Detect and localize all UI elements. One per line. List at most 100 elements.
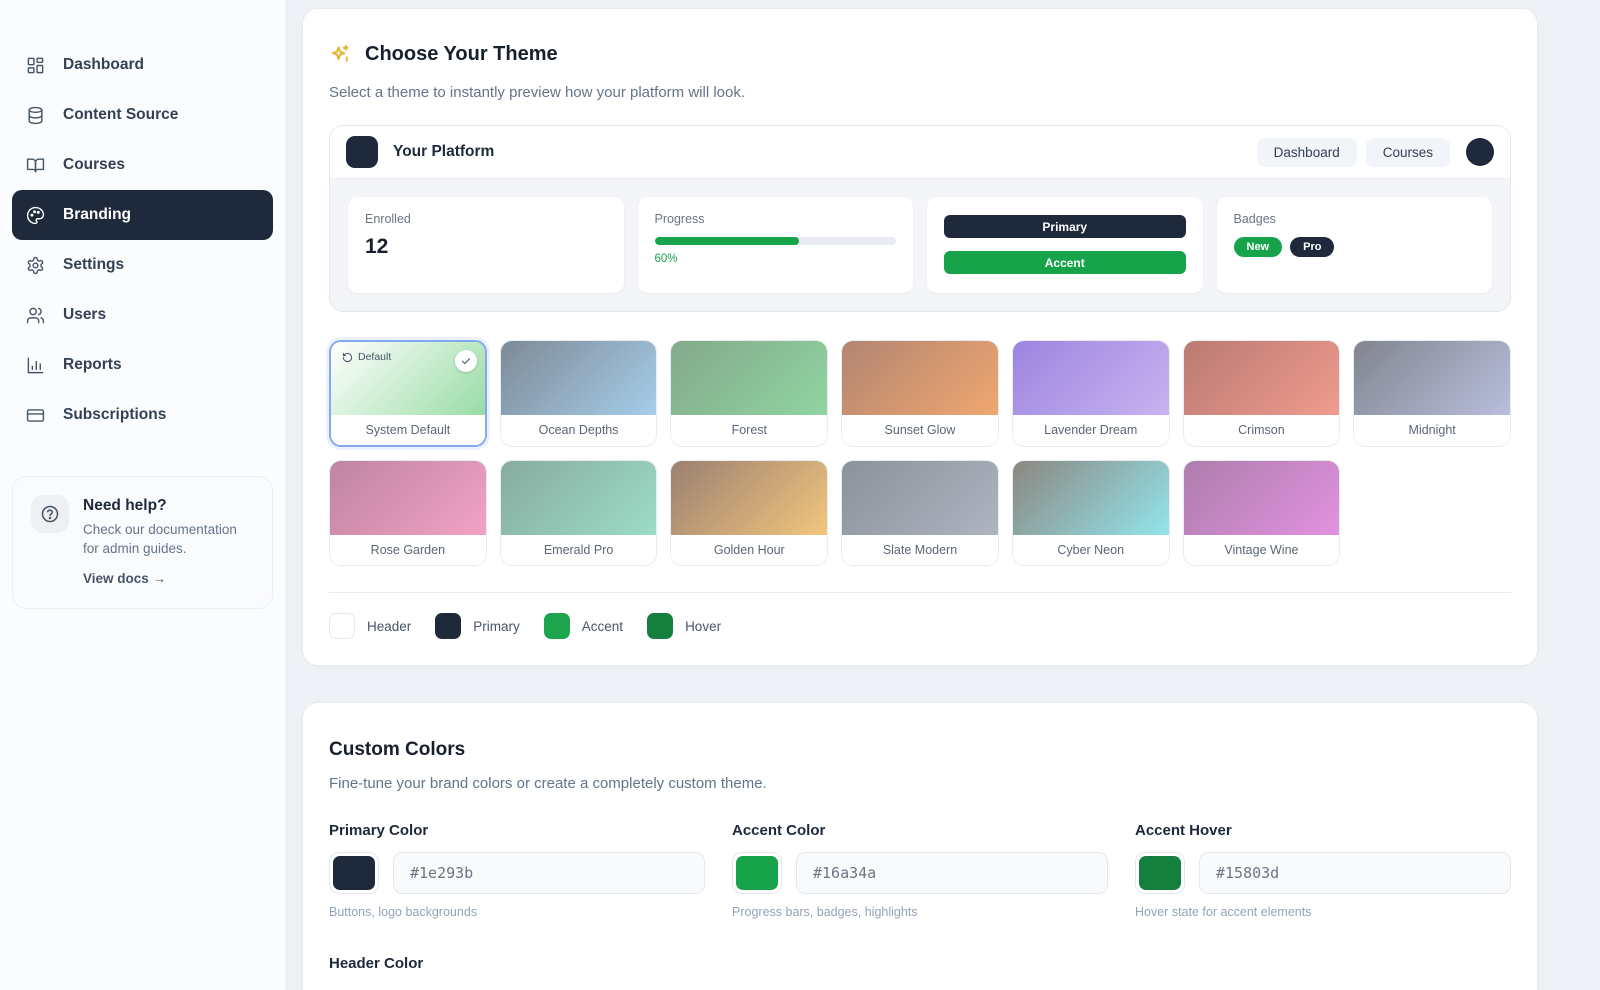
sidebar-item-icon — [26, 106, 45, 125]
avatar — [1466, 138, 1494, 166]
preview-header: Your Platform Dashboard Courses — [330, 126, 1510, 178]
sidebar-nav: Dashboard Content Source Courses Brandin… — [0, 40, 285, 440]
color-picker-fill — [333, 856, 375, 890]
color-picker-swatch[interactable] — [1135, 852, 1185, 894]
color-field-caption: Buttons, logo backgrounds — [329, 905, 478, 919]
sidebar-item[interactable]: Reports — [12, 340, 273, 390]
theme-swatch — [330, 461, 486, 535]
header-color-label: Header Color — [329, 955, 424, 972]
theme-option[interactable]: Vintage Wine — [1182, 460, 1341, 566]
color-field-caption: Progress bars, badges, highlights — [732, 905, 918, 919]
theme-option[interactable]: Midnight — [1353, 340, 1511, 447]
legend-swatch — [543, 613, 570, 639]
legend-item: Primary — [435, 613, 520, 639]
color-field-label: Accent Color — [732, 822, 826, 839]
theme-swatch — [1183, 341, 1340, 415]
sparkles-icon — [329, 43, 352, 66]
sidebar-item-icon — [26, 156, 45, 175]
theme-option[interactable]: Golden Hour — [670, 460, 829, 566]
badges-label: Badges — [1233, 212, 1276, 226]
theme-name: Rose Garden — [330, 535, 486, 565]
help-circle-icon — [31, 495, 69, 533]
theme-swatch — [500, 341, 657, 415]
preview-body: Enrolled 12 Progress 60% Primary Accent … — [330, 178, 1510, 311]
theme-name: Emerald Pro — [500, 535, 657, 565]
platform-name: Your Platform — [393, 143, 495, 160]
color-legend: Header Primary Accent Hover — [329, 592, 1511, 639]
legend-label: Accent — [581, 618, 624, 634]
sidebar-item-icon — [26, 256, 45, 275]
sidebar-item-label: Courses — [63, 156, 126, 173]
theme-name: Ocean Depths — [500, 415, 657, 445]
theme-swatch — [671, 461, 828, 535]
theme-option[interactable]: Rose Garden — [329, 460, 487, 566]
hex-color-input[interactable] — [393, 852, 705, 894]
theme-name: Vintage Wine — [1183, 535, 1340, 565]
sidebar-item-label: Dashboard — [63, 56, 144, 73]
legend-label: Primary — [473, 618, 520, 634]
theme-swatch — [1354, 341, 1510, 415]
sidebar-item-icon — [26, 56, 45, 75]
help-title: Need help? — [83, 497, 167, 514]
sidebar-item-label: Settings — [63, 256, 125, 273]
legend-item: Accent — [543, 613, 624, 639]
sidebar-item[interactable]: Content Source — [12, 90, 273, 140]
panel-title: Choose Your Theme — [365, 43, 558, 65]
theme-grid: Default System Default Ocean Depths — [329, 340, 1511, 566]
sidebar-item[interactable]: Subscriptions — [12, 390, 273, 440]
badge-row: New Pro — [1233, 237, 1476, 257]
color-field: Primary Color Buttons, logo backgrounds — [329, 822, 705, 919]
choose-theme-panel: Choose Your Theme Select a theme to inst… — [302, 8, 1538, 666]
sidebar-item-icon — [26, 306, 45, 325]
theme-name: Slate Modern — [842, 535, 998, 565]
color-picker-swatch[interactable] — [732, 852, 782, 894]
theme-option[interactable]: Lavender Dream — [1011, 340, 1170, 447]
primary-demo-button: Primary — [944, 215, 1186, 238]
theme-option[interactable]: Crimson — [1182, 340, 1341, 447]
legend-swatch — [435, 613, 462, 639]
theme-swatch — [842, 461, 998, 535]
color-picker-swatch[interactable] — [329, 852, 379, 894]
theme-swatch — [1012, 341, 1169, 415]
legend-swatch — [329, 613, 355, 639]
sidebar-item-label: Branding — [63, 206, 132, 223]
theme-name: Sunset Glow — [842, 415, 998, 445]
preview-nav-pill: Courses — [1365, 137, 1450, 167]
sidebar-item-label: Reports — [63, 356, 122, 373]
view-docs-link[interactable]: View docs → — [83, 570, 167, 586]
theme-swatch — [1012, 461, 1169, 535]
legend-item: Header — [329, 613, 411, 639]
color-picker-fill — [1139, 856, 1181, 890]
sidebar-item-label: Users — [63, 306, 107, 323]
reset-icon — [342, 352, 353, 363]
theme-swatch: Default — [331, 342, 485, 415]
accent-demo-button: Accent — [944, 251, 1186, 274]
badge-pill: Pro — [1290, 237, 1335, 257]
custom-colors-panel: Custom Colors Fine-tune your brand color… — [302, 702, 1538, 990]
progress-percent: 60% — [654, 253, 678, 265]
theme-option[interactable]: Forest — [670, 340, 829, 447]
color-picker-fill — [736, 856, 778, 890]
theme-name: System Default — [331, 415, 485, 445]
sidebar-item-label: Content Source — [63, 106, 179, 123]
theme-option[interactable]: Slate Modern — [841, 460, 999, 566]
sidebar-item[interactable]: Users — [12, 290, 273, 340]
sidebar-item[interactable]: Dashboard — [12, 40, 273, 90]
sidebar-item[interactable]: Courses — [12, 140, 273, 190]
legend-label: Header — [367, 618, 412, 634]
help-card: Need help? Check our documentation for a… — [12, 476, 273, 609]
theme-option[interactable]: Cyber Neon — [1011, 460, 1170, 566]
theme-option[interactable]: Sunset Glow — [841, 340, 999, 447]
badge-pill: New — [1233, 237, 1283, 257]
hex-color-input[interactable] — [796, 852, 1108, 894]
default-chip-label: Default — [358, 351, 392, 363]
theme-option[interactable]: Default System Default — [329, 340, 487, 447]
legend-item: Hover — [647, 613, 721, 639]
theme-option[interactable]: Ocean Depths — [499, 340, 658, 447]
sidebar-item[interactable]: Settings — [12, 240, 273, 290]
panel-subtitle: Select a theme to instantly preview how … — [329, 84, 746, 101]
enrolled-label: Enrolled — [365, 212, 411, 226]
hex-color-input[interactable] — [1199, 852, 1511, 894]
sidebar-item[interactable]: Branding — [12, 190, 273, 240]
theme-option[interactable]: Emerald Pro — [499, 460, 658, 566]
